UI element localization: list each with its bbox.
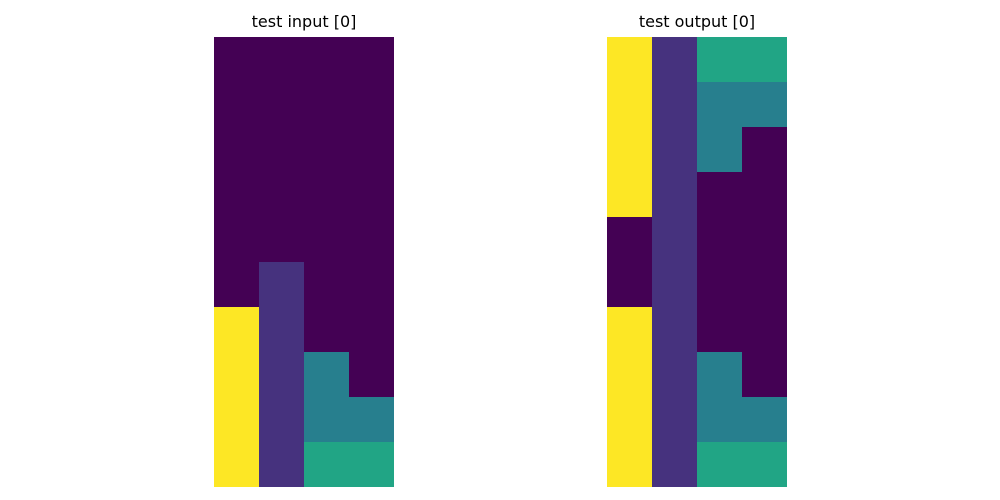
- test-output-cell: [607, 82, 652, 127]
- test-input-cell: [304, 442, 349, 487]
- test-input-title: test input [0]: [251, 12, 357, 31]
- test-input-cell: [259, 217, 304, 262]
- test-output-cell: [742, 352, 787, 397]
- test-output-cell: [742, 307, 787, 352]
- test-output-cell: [652, 262, 697, 307]
- test-input-cell: [214, 397, 259, 442]
- test-output-cell: [652, 217, 697, 262]
- test-input-cell: [259, 172, 304, 217]
- test-input-cell: [304, 352, 349, 397]
- test-output-cell: [607, 397, 652, 442]
- test-input-cell: [259, 127, 304, 172]
- test-input-cell: [349, 127, 394, 172]
- test-input-cell: [259, 352, 304, 397]
- test-output-cell: [742, 442, 787, 487]
- test-input-cell: [349, 397, 394, 442]
- test-input-cell: [304, 127, 349, 172]
- test-output-cell: [607, 352, 652, 397]
- test-output-cell: [697, 262, 742, 307]
- test-input-cell: [304, 397, 349, 442]
- test-output-cell: [742, 262, 787, 307]
- test-input-cell: [214, 127, 259, 172]
- test-input-cell: [349, 352, 394, 397]
- test-input-cell: [349, 82, 394, 127]
- test-output-cell: [742, 127, 787, 172]
- test-output-cell: [652, 82, 697, 127]
- test-output-cell: [697, 442, 742, 487]
- test-input-cell: [259, 82, 304, 127]
- test-output-cell: [742, 37, 787, 82]
- test-output-cell: [607, 307, 652, 352]
- test-output-cell: [742, 217, 787, 262]
- test-input-cell: [214, 172, 259, 217]
- test-output-cell: [697, 127, 742, 172]
- test-output-cell: [697, 352, 742, 397]
- test-output-cell: [742, 82, 787, 127]
- test-output-cell: [607, 217, 652, 262]
- test-input-cell: [259, 442, 304, 487]
- test-input-cell: [214, 37, 259, 82]
- test-output-cell: [742, 397, 787, 442]
- test-input-cell: [304, 172, 349, 217]
- test-output-cell: [607, 262, 652, 307]
- test-input-cell: [349, 442, 394, 487]
- test-input-cell: [349, 217, 394, 262]
- test-output-cell: [652, 172, 697, 217]
- test-output-cell: [607, 127, 652, 172]
- test-output-cell: [697, 397, 742, 442]
- test-output-cell: [652, 127, 697, 172]
- test-output-cell: [742, 172, 787, 217]
- test-input-cell: [214, 217, 259, 262]
- test-output-cell: [697, 82, 742, 127]
- test-output-cell: [697, 172, 742, 217]
- test-input-cell: [214, 262, 259, 307]
- test-input-cell: [259, 307, 304, 352]
- test-output-grid: [607, 37, 787, 487]
- test-input-cell: [214, 442, 259, 487]
- test-input-cell: [304, 307, 349, 352]
- test-output-cell: [697, 37, 742, 82]
- test-input-cell: [349, 172, 394, 217]
- test-input-cell: [304, 37, 349, 82]
- test-input-cell: [214, 352, 259, 397]
- test-input-cell: [349, 307, 394, 352]
- test-input-cell: [304, 217, 349, 262]
- test-input-cell: [214, 82, 259, 127]
- test-output-cell: [607, 172, 652, 217]
- test-input-cell: [259, 37, 304, 82]
- test-input-cell: [349, 262, 394, 307]
- test-input-cell: [349, 37, 394, 82]
- test-output-cell: [652, 352, 697, 397]
- test-input-cell: [259, 397, 304, 442]
- test-output-cell: [607, 37, 652, 82]
- test-output-title: test output [0]: [638, 12, 756, 31]
- test-input-cell: [214, 307, 259, 352]
- test-input-cell: [304, 82, 349, 127]
- test-output-cell: [652, 442, 697, 487]
- test-input-cell: [259, 262, 304, 307]
- test-input-grid: [214, 37, 394, 487]
- test-output-cell: [652, 37, 697, 82]
- test-output-cell: [697, 307, 742, 352]
- test-output-cell: [652, 397, 697, 442]
- test-output-cell: [652, 307, 697, 352]
- test-output-cell: [697, 217, 742, 262]
- test-output-cell: [607, 442, 652, 487]
- test-input-cell: [304, 262, 349, 307]
